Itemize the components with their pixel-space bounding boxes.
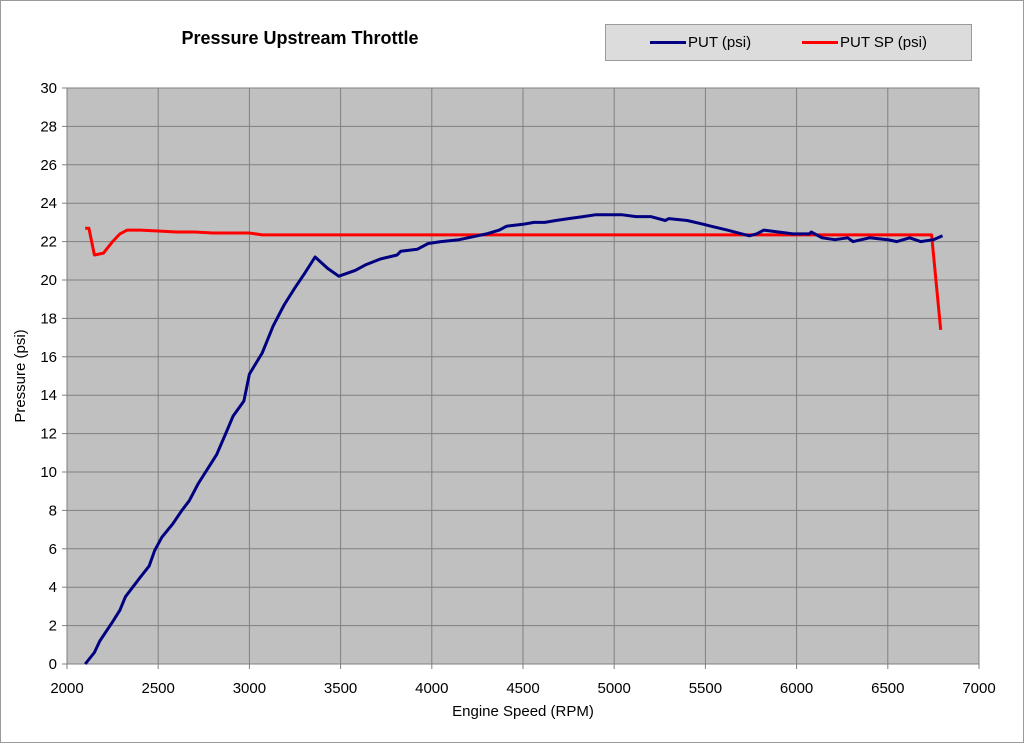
x-tick-label: 4000: [415, 680, 448, 697]
gridlines: [67, 88, 979, 664]
x-tick-label: 2500: [142, 680, 175, 697]
y-tick-label: 30: [40, 80, 57, 97]
chart-title: Pressure Upstream Throttle: [181, 28, 419, 48]
legend-line-put-icon: [650, 41, 686, 44]
series-line: [84, 213, 944, 665]
y-tick-label: 28: [40, 118, 57, 135]
y-tick-label: 26: [40, 157, 57, 174]
y-axis-label: Pressure (psi): [12, 329, 29, 422]
y-tick-label: 10: [40, 464, 57, 481]
legend-line-put-sp-icon: [802, 41, 838, 44]
y-tick-label: 18: [40, 310, 57, 327]
x-tick-label: 2000: [50, 680, 83, 697]
legend-item-put-sp: PUT SP (psi): [802, 34, 927, 51]
y-tick-label: 0: [49, 656, 57, 673]
y-tick-label: 8: [49, 502, 57, 519]
y-tick-label: 24: [40, 195, 57, 212]
legend-item-put: PUT (psi): [650, 34, 751, 51]
x-tick-label: 5000: [598, 680, 631, 697]
x-tick-label: 3500: [324, 680, 357, 697]
y-tick-label: 22: [40, 234, 57, 251]
y-tick-label: 12: [40, 426, 57, 443]
x-tick-label: 7000: [962, 680, 995, 697]
y-tick-label: 14: [40, 387, 57, 404]
x-axis-label: Engine Speed (RPM): [452, 703, 594, 720]
x-tick-label: 3000: [233, 680, 266, 697]
series-line: [85, 226, 943, 331]
legend-label-put-sp: PUT SP (psi): [840, 34, 927, 51]
y-tick-label: 4: [49, 579, 57, 596]
x-tick-label: 4500: [506, 680, 539, 697]
y-tick-label: 2: [49, 618, 57, 635]
x-tick-label: 6000: [780, 680, 813, 697]
y-tick-label: 6: [49, 541, 57, 558]
chart-legend: PUT (psi) PUT SP (psi): [605, 24, 972, 61]
x-tick-label: 6500: [871, 680, 904, 697]
y-tick-label: 20: [40, 272, 57, 289]
y-tick-label: 16: [40, 349, 57, 366]
data-series: [84, 213, 944, 665]
x-tick-label: 5500: [689, 680, 722, 697]
legend-label-put: PUT (psi): [688, 34, 752, 51]
